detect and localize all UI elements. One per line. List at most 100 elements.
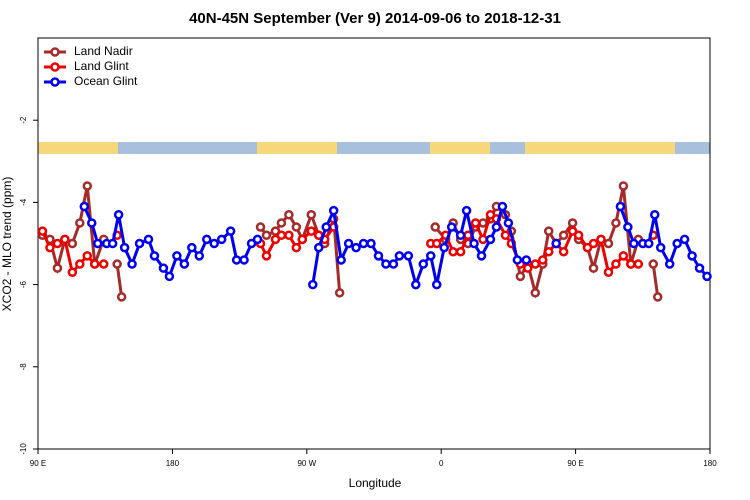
x-axis-label: Longitude xyxy=(349,476,402,490)
series-point xyxy=(596,234,606,245)
legend-marker xyxy=(50,47,60,57)
y-axis-label: XCO2 - MLO trend (ppm) xyxy=(0,177,14,312)
series-point xyxy=(291,222,302,232)
series-point xyxy=(500,230,511,241)
series-point xyxy=(52,263,63,273)
series-point xyxy=(127,259,137,269)
series-point xyxy=(567,226,578,236)
series-point xyxy=(119,242,130,253)
series-point xyxy=(313,242,324,253)
series-point xyxy=(543,226,554,236)
series-point xyxy=(623,222,633,232)
x-tick-label: 90 E xyxy=(567,459,583,468)
series-point xyxy=(478,234,488,245)
series-point xyxy=(187,242,197,253)
series-point xyxy=(521,255,532,265)
series-point xyxy=(425,251,436,261)
series-point xyxy=(530,288,541,298)
series-point xyxy=(60,234,70,245)
series-point xyxy=(461,205,472,216)
series-point xyxy=(255,222,266,232)
series-point xyxy=(116,292,127,302)
series-point xyxy=(649,209,660,220)
series-point xyxy=(334,288,345,298)
series-point xyxy=(164,271,175,282)
series-point xyxy=(611,259,621,269)
series-point xyxy=(201,234,212,245)
series-point xyxy=(478,218,488,228)
series-point xyxy=(567,218,578,228)
series-point xyxy=(98,259,109,269)
series-point xyxy=(626,259,636,269)
series-point xyxy=(270,234,281,245)
legend-label: Land Nadir xyxy=(74,44,133,58)
series-point xyxy=(694,263,705,273)
map-strip xyxy=(38,142,710,154)
series-point xyxy=(418,259,429,269)
series-point xyxy=(558,230,569,241)
series-point xyxy=(537,255,548,265)
series-point xyxy=(603,238,614,249)
legend-label: Land Glint xyxy=(74,59,129,73)
x-tick-label: 90 W xyxy=(297,459,316,468)
series-point xyxy=(306,226,317,236)
series-point xyxy=(655,242,666,253)
series-point xyxy=(476,251,487,261)
chart-title: 40N-45N September (Ver 9) 2014-09-06 to … xyxy=(189,10,561,27)
series-point xyxy=(448,246,458,257)
series-point xyxy=(336,255,346,265)
legend-marker xyxy=(50,77,60,87)
x-tick-label: 180 xyxy=(703,459,717,468)
series-point xyxy=(231,255,242,265)
y-tick-label: -2 xyxy=(19,116,28,124)
legend-label: Ocean Glint xyxy=(74,74,138,88)
series-point xyxy=(618,251,629,261)
plot-frame xyxy=(37,37,711,450)
series-point xyxy=(158,263,169,273)
series-point xyxy=(172,251,182,261)
series-point xyxy=(52,238,63,249)
series-point xyxy=(497,201,508,212)
series-point xyxy=(261,251,272,261)
series-point xyxy=(687,251,697,261)
series-point xyxy=(82,181,93,191)
series-point xyxy=(485,234,496,245)
series-point xyxy=(343,238,354,249)
series-point xyxy=(87,218,97,228)
series-point xyxy=(543,246,554,257)
series-point xyxy=(225,226,236,236)
series-point xyxy=(216,234,227,245)
series-point xyxy=(439,242,449,253)
series-point xyxy=(89,259,100,269)
series-point xyxy=(470,218,481,228)
series-point xyxy=(37,226,48,236)
series-point xyxy=(112,259,122,269)
series-point xyxy=(512,255,523,265)
series-point xyxy=(194,251,205,261)
series-point xyxy=(679,234,690,245)
series-point xyxy=(179,259,190,269)
series-point xyxy=(291,242,302,253)
series-point xyxy=(308,279,318,290)
x-tick-label: 90 E xyxy=(30,459,46,468)
series-point xyxy=(582,242,593,253)
y-tick-label: -4 xyxy=(19,198,28,206)
series-line xyxy=(41,185,106,275)
series-point xyxy=(664,259,675,269)
series-point xyxy=(430,222,440,232)
series-point xyxy=(388,259,399,269)
series-point xyxy=(276,230,287,241)
series-point xyxy=(491,222,502,232)
series-point xyxy=(149,251,160,261)
series-point xyxy=(75,218,85,228)
series-point xyxy=(321,222,331,232)
series-point xyxy=(261,230,272,241)
legend-marker xyxy=(50,62,60,72)
series-point xyxy=(246,238,257,249)
series-point xyxy=(446,222,457,232)
series-point xyxy=(209,238,219,249)
series-point xyxy=(503,218,514,228)
series-point xyxy=(134,238,145,249)
series-point xyxy=(381,259,391,269)
series-point xyxy=(45,242,55,253)
